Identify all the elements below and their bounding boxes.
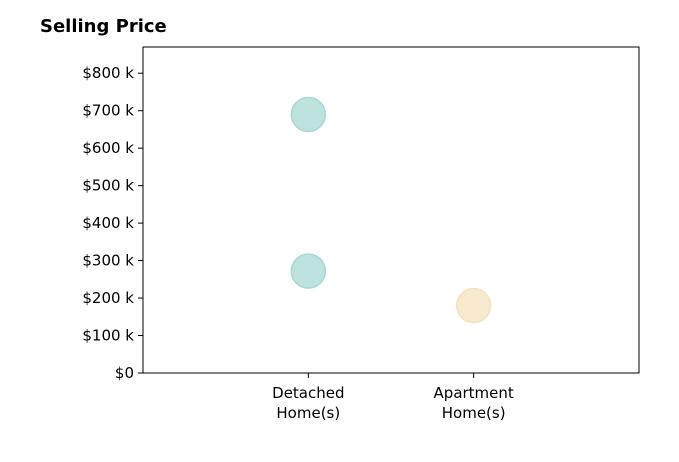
- y-tick-label: $100 k: [82, 327, 134, 345]
- data-point: [290, 253, 327, 289]
- x-tick-label: Home(s): [442, 404, 506, 422]
- y-tick-label: $200 k: [82, 289, 134, 307]
- y-tick-label: $0: [115, 364, 134, 382]
- data-points: [290, 96, 492, 324]
- plot-area-frame: [142, 46, 640, 374]
- x-axis: Detached Home(s) Apartment Home(s): [272, 373, 514, 422]
- data-point: [455, 287, 492, 324]
- y-axis: $0 $100 k $200 k $300 k $400 k $500 k $600 k $7…: [82, 64, 143, 382]
- y-tick-label: $800 k: [82, 64, 134, 82]
- y-tick-label: $500 k: [82, 177, 134, 195]
- y-tick-label: $300 k: [82, 252, 134, 270]
- y-tick-label: $700 k: [82, 102, 134, 120]
- x-tick-label: Home(s): [276, 404, 340, 422]
- chart-title: Selling Price: [40, 16, 167, 37]
- data-point: [290, 96, 327, 133]
- x-tick-label: Detached: [272, 384, 344, 402]
- x-tick-label: Apartment: [434, 384, 514, 402]
- y-tick-label: $600 k: [82, 139, 134, 157]
- y-tick-label: $400 k: [82, 214, 134, 232]
